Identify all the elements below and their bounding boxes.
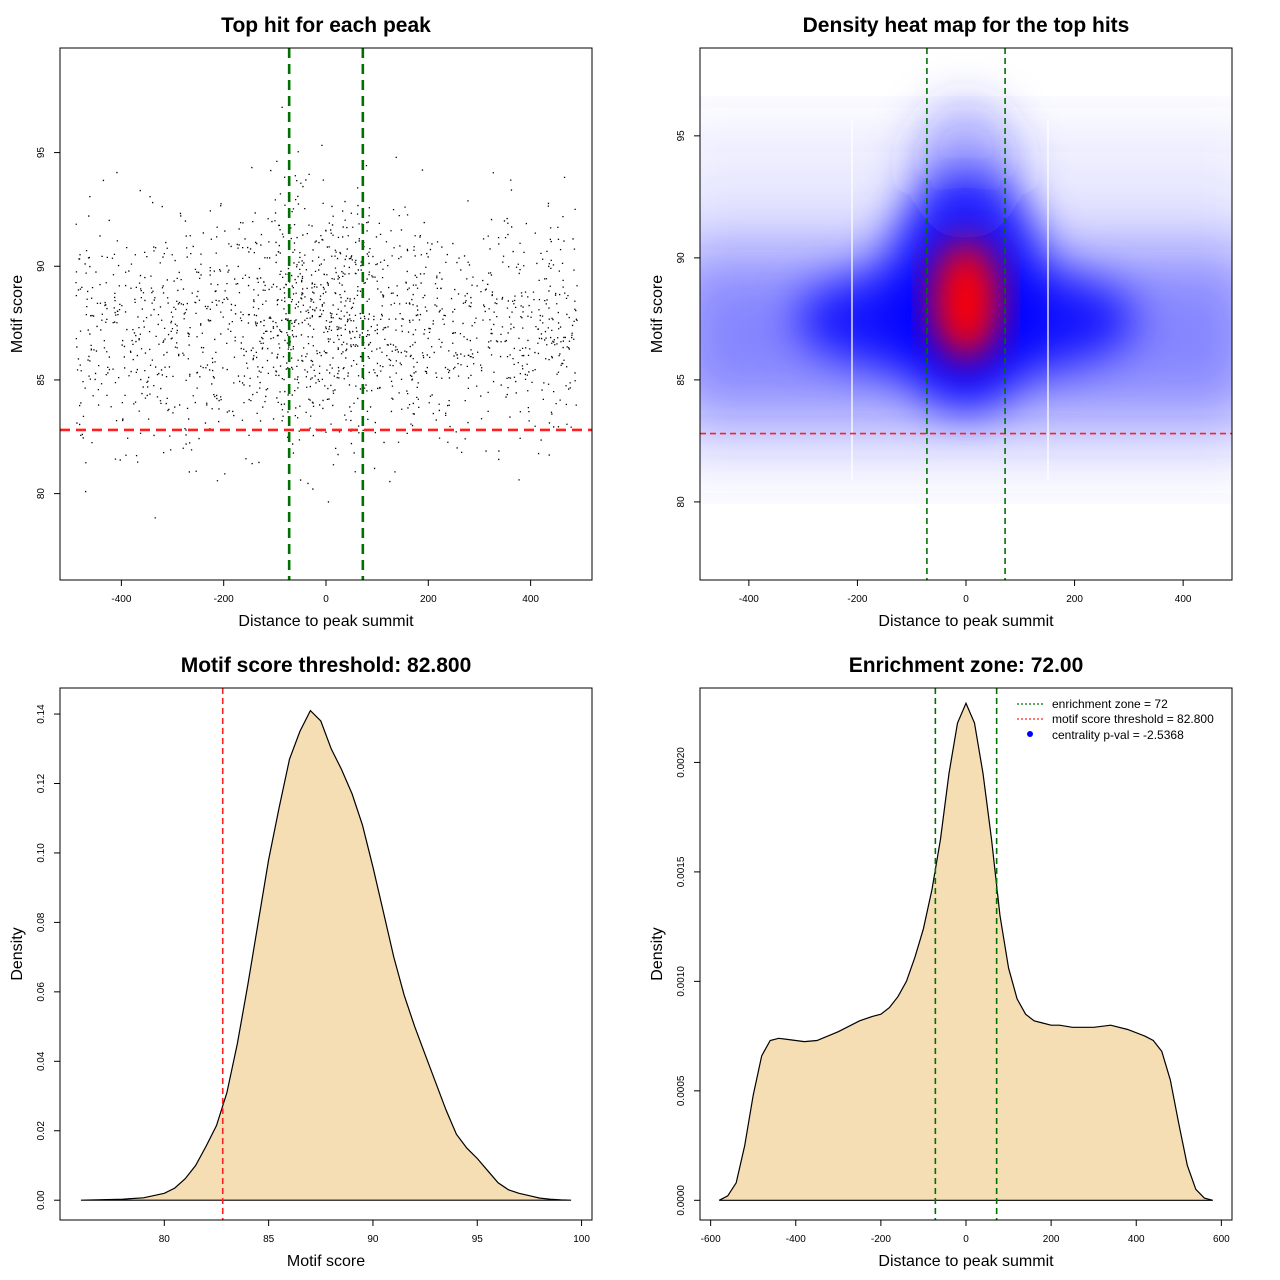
x-tick-label: -200 xyxy=(214,594,234,605)
y-axis-label: Motif score xyxy=(649,275,666,353)
x-tick-label: 400 xyxy=(1175,594,1192,605)
y-tick-label: 85 xyxy=(36,374,47,386)
plot-frame xyxy=(699,47,1233,581)
x-tick-label: 200 xyxy=(1043,1234,1060,1245)
chart-title: Enrichment zone: 72.00 xyxy=(849,654,1084,677)
y-tick-label: 0.00 xyxy=(36,1190,47,1210)
y-tick-label: 0.0010 xyxy=(676,966,687,997)
plot-frame xyxy=(699,687,1233,1221)
panel-scatter: Top hit for each peak Distance to peak s… xyxy=(9,14,593,630)
x-tick-label: -200 xyxy=(847,594,867,605)
legend-label-threshold: motif score threshold = 82.800 xyxy=(1052,712,1214,726)
x-axis-label: Motif score xyxy=(287,1253,365,1270)
panel-heatmap: Density heat map for the top hits Distan… xyxy=(649,14,1233,630)
x-tick-label: 0 xyxy=(323,594,329,605)
y-tick-label: 0.14 xyxy=(36,704,47,724)
x-tick-label: 0 xyxy=(963,1234,969,1245)
y-axis-label: Density xyxy=(649,927,666,980)
density-curve xyxy=(718,701,1213,1201)
x-tick-label: 0 xyxy=(963,594,969,605)
density-curve xyxy=(80,709,572,1201)
x-tick-label: 100 xyxy=(573,1234,590,1245)
y-axis-label: Density xyxy=(9,927,26,980)
y-tick-label: 95 xyxy=(676,130,687,142)
panel-score-density: Motif score threshold: 82.800 Motif scor… xyxy=(9,654,593,1270)
y-tick-label: 95 xyxy=(36,147,47,159)
y-tick-label: 0.06 xyxy=(36,982,47,1002)
legend-swatch-pval xyxy=(1027,731,1033,737)
x-tick-label: -400 xyxy=(739,594,759,605)
y-tick-label: 0.12 xyxy=(36,773,47,793)
y-axis-label: Motif score xyxy=(9,275,26,353)
x-tick-label: 400 xyxy=(1128,1234,1145,1245)
x-axis-label: Distance to peak summit xyxy=(238,613,414,630)
x-tick-label: 95 xyxy=(472,1234,484,1245)
y-tick-label: 90 xyxy=(36,260,47,272)
x-tick-label: 85 xyxy=(263,1234,275,1245)
x-axis-label: Distance to peak summit xyxy=(878,613,1054,630)
chart-title: Top hit for each peak xyxy=(221,14,431,37)
y-tick-label: 90 xyxy=(676,252,687,264)
legend-label-zone: enrichment zone = 72 xyxy=(1052,697,1168,711)
legend: enrichment zone = 72 motif score thresho… xyxy=(1017,697,1214,742)
panel-distance-density: Enrichment zone: 72.00 Distance to peak … xyxy=(649,654,1233,1270)
y-tick-label: 0.0015 xyxy=(676,856,687,887)
y-tick-label: 0.0005 xyxy=(676,1075,687,1106)
y-tick-label: 0.0000 xyxy=(676,1185,687,1216)
y-tick-label: 0.0020 xyxy=(676,747,687,778)
x-tick-label: 90 xyxy=(367,1234,379,1245)
x-tick-label: 200 xyxy=(420,594,437,605)
x-axis-label: Distance to peak summit xyxy=(878,1253,1054,1270)
chart-title: Density heat map for the top hits xyxy=(803,14,1130,37)
x-tick-label: -400 xyxy=(786,1234,806,1245)
density-heat-map xyxy=(700,48,1232,580)
scatter-point-cloud xyxy=(75,106,578,519)
y-tick-label: 0.10 xyxy=(36,843,47,863)
y-tick-label: 0.04 xyxy=(36,1051,47,1071)
x-tick-label: -200 xyxy=(871,1234,891,1245)
y-tick-label: 80 xyxy=(36,488,47,500)
plot-frame xyxy=(59,687,593,1221)
plot-frame xyxy=(59,47,593,581)
x-tick-label: -600 xyxy=(701,1234,721,1245)
x-tick-label: 200 xyxy=(1066,594,1083,605)
y-tick-label: 0.08 xyxy=(36,912,47,932)
scatter-points xyxy=(75,106,578,519)
y-tick-label: 85 xyxy=(676,374,687,386)
y-tick-label: 0.02 xyxy=(36,1121,47,1141)
y-tick-label: 80 xyxy=(676,496,687,508)
x-tick-label: 80 xyxy=(159,1234,171,1245)
legend-label-pval: centrality p-val = -2.5368 xyxy=(1052,728,1184,742)
x-tick-label: 400 xyxy=(522,594,539,605)
chart-title: Motif score threshold: 82.800 xyxy=(181,654,472,677)
x-tick-label: 600 xyxy=(1213,1234,1230,1245)
x-tick-label: -400 xyxy=(111,594,131,605)
